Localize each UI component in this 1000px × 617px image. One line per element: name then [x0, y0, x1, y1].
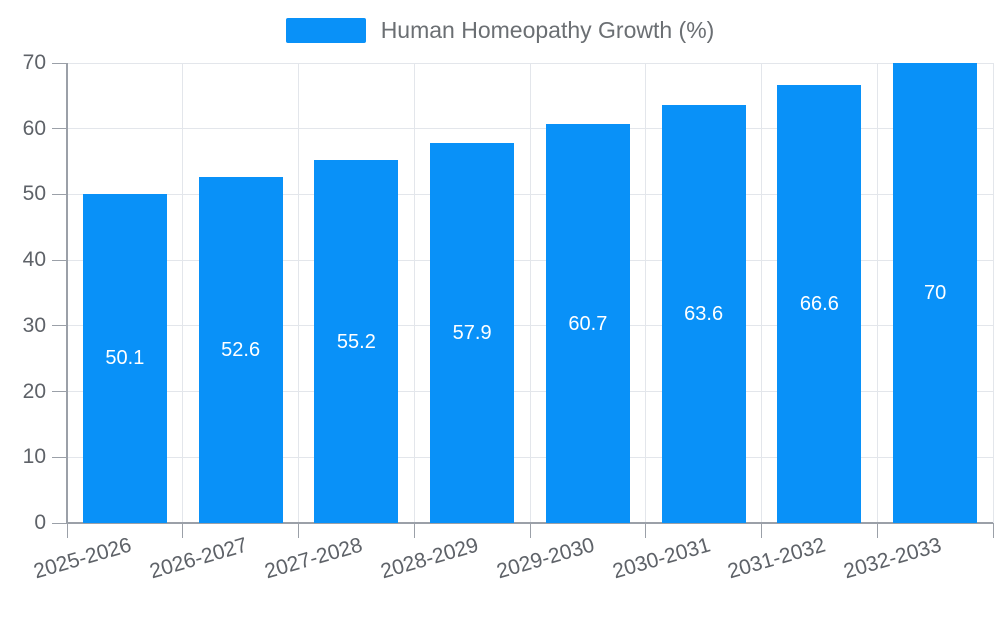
x-axis-tick [992, 523, 994, 538]
bar[interactable] [893, 63, 978, 523]
x-axis-tick [645, 523, 647, 538]
x-axis-tick [66, 523, 68, 538]
bar[interactable] [314, 160, 399, 523]
bar-value-label: 70 [924, 282, 947, 304]
bar-value-label: 55.2 [336, 330, 376, 353]
bar[interactable] [777, 85, 862, 523]
legend-swatch [285, 17, 366, 43]
bar[interactable] [82, 193, 167, 523]
bar[interactable] [198, 177, 283, 523]
x-axis-tick [413, 523, 415, 538]
v-gridline [876, 63, 878, 523]
y-axis-tick-label: 30 [22, 313, 46, 337]
y-axis-tick-label: 10 [22, 445, 46, 469]
x-axis-tick [298, 523, 299, 538]
bar[interactable] [661, 105, 746, 523]
y-axis-tick-label: 50 [22, 182, 46, 206]
v-gridline [298, 63, 299, 523]
x-axis-tick [529, 523, 531, 538]
x-axis-line [67, 522, 993, 524]
v-gridline [413, 63, 415, 523]
y-axis-tick-label: 0 [34, 511, 46, 534]
y-axis-line [66, 63, 68, 523]
v-gridline [529, 63, 531, 523]
y-axis-tick-label: 60 [22, 116, 46, 140]
bar-value-label: 60.7 [568, 312, 608, 335]
y-axis-tick-label: 20 [22, 379, 46, 403]
bar-value-label: 57.9 [452, 321, 492, 344]
y-axis-tick-label: 70 [22, 51, 46, 74]
bar-value-label: 63.6 [684, 303, 724, 326]
v-gridline [182, 63, 184, 523]
y-axis-tick [52, 128, 67, 130]
x-axis-tick [182, 523, 184, 538]
legend[interactable]: Human Homeopathy Growth (%) [0, 16, 1000, 44]
v-gridline [992, 63, 994, 523]
x-axis-tick [876, 523, 878, 538]
bar[interactable] [430, 142, 515, 523]
v-gridline [645, 63, 647, 523]
y-axis-tick [52, 62, 67, 64]
y-axis-tick [52, 325, 67, 327]
bar[interactable] [545, 124, 630, 523]
y-axis-tick [52, 456, 67, 458]
y-axis-tick [52, 193, 67, 195]
y-axis-tick [52, 391, 67, 393]
legend-label: Human Homeopathy Growth (%) [380, 17, 715, 43]
bar-chart: Human Homeopathy Growth (%) 0 10 20 30 40 50 6… [0, 16, 1000, 584]
y-axis-tick-label: 40 [22, 248, 46, 272]
bar-value-label: 66.6 [799, 293, 839, 316]
x-axis-tick [761, 523, 762, 538]
y-axis-tick [52, 522, 67, 524]
bar-value-label: 50.1 [105, 347, 145, 370]
y-axis-tick [52, 259, 67, 261]
bar-value-label: 52.6 [221, 339, 261, 362]
v-gridline [761, 63, 762, 523]
